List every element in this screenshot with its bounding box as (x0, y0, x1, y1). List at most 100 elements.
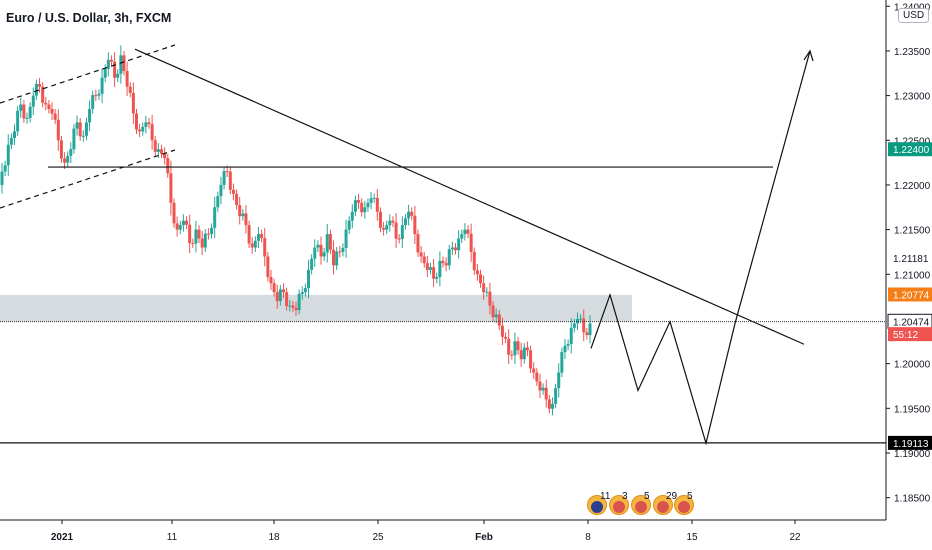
candle-31-b (197, 229, 201, 239)
candle-65 (407, 211, 411, 219)
candle-35 (219, 184, 223, 197)
candle-82-b (516, 341, 520, 351)
candle-87 (544, 387, 548, 400)
candle-78 (488, 291, 492, 306)
candle-33-b (210, 227, 214, 235)
currency-button[interactable]: USD (898, 8, 930, 23)
candle-75-b (472, 251, 476, 271)
candle-36 (225, 171, 229, 173)
candle-2 (13, 131, 17, 139)
candle-28 (175, 223, 179, 230)
price-badge-label-4: 55:12 (893, 330, 918, 341)
price-badge-label-1: 1.21181 (893, 254, 929, 265)
event-marker-label-2: 5 (644, 491, 650, 502)
candle-48 (300, 292, 304, 294)
event-marker-flag-4 (678, 501, 690, 513)
candle-14 (88, 109, 92, 123)
candle-61 (382, 227, 386, 230)
candle-88-b (554, 388, 558, 404)
candle-19-b (122, 55, 126, 72)
candle-36-b (228, 171, 232, 190)
candle-53 (332, 249, 336, 266)
candle-56-b (353, 200, 357, 212)
candle-37-b (235, 193, 239, 206)
candle-6 (38, 83, 42, 87)
candle-79 (494, 314, 498, 318)
candle-1-b (9, 138, 13, 145)
candle-52 (325, 234, 329, 253)
candle-9-b (59, 140, 63, 159)
candle-21-b (134, 113, 138, 130)
candle-58-b (366, 202, 370, 208)
candle-69 (432, 267, 436, 279)
candle-63-b (397, 238, 401, 240)
support-zone-layer (0, 294, 632, 322)
event-marker-flag-1 (613, 501, 625, 513)
candle-89-b (560, 352, 564, 373)
candle-39 (244, 213, 248, 226)
candle-14-b (91, 95, 95, 110)
candle-93-b (585, 332, 589, 336)
candle-94 (588, 323, 592, 336)
projection-path (590, 50, 811, 446)
candle-23 (144, 122, 148, 127)
candle-69-b (435, 276, 439, 279)
candle-91-b (572, 323, 576, 328)
candle-11-b (72, 128, 76, 150)
candle-57-b (360, 202, 364, 213)
x-tick-label-0: 2021 (51, 532, 74, 543)
candle-12-b (78, 122, 82, 137)
candle-42-b (266, 256, 270, 277)
candle-16 (100, 77, 104, 94)
candle-47 (294, 307, 298, 311)
candle-23-b (147, 122, 151, 125)
price-badge-label-2: 1.20774 (893, 290, 930, 301)
candle-58 (363, 207, 367, 213)
candle-47-b (297, 293, 301, 311)
candlestick-series (0, 45, 592, 416)
y-tick-label-5: 1.21500 (894, 226, 931, 237)
candle-7 (44, 102, 48, 105)
candle-66-b (416, 234, 420, 253)
candle-84 (525, 347, 529, 351)
event-marker-label-1: 3 (622, 491, 628, 502)
candle-29 (181, 220, 185, 226)
y-tick-label-1: 1.19000 (894, 449, 931, 460)
candle-82 (513, 341, 517, 356)
candle-43-b (272, 283, 276, 293)
candle-30 (188, 224, 192, 244)
candle-76-b (479, 274, 483, 284)
candle-30-b (191, 243, 195, 245)
candle-89 (557, 372, 561, 389)
candle-92-b (579, 318, 583, 320)
candle-18-b (116, 73, 120, 78)
symbol-title: Euro / U.S. Dollar, 3h, FXCM (6, 11, 172, 25)
channel-upper-line (0, 44, 176, 104)
candle-93 (582, 318, 586, 333)
candle-88 (550, 403, 554, 409)
candle-66 (413, 215, 417, 235)
candle-53-b (335, 251, 339, 266)
candle-56 (350, 211, 354, 221)
candle-85-b (535, 372, 539, 382)
candle-18 (113, 61, 117, 78)
x-tick-label-7: 22 (789, 532, 801, 543)
candle-17 (106, 59, 110, 69)
candle-13-b (84, 122, 88, 136)
candle-55 (344, 229, 348, 248)
candle-91 (569, 327, 573, 344)
y-tick-label-8: 1.23000 (894, 92, 931, 103)
candle-64 (400, 225, 404, 240)
candle-31 (194, 229, 198, 244)
candle-13 (81, 135, 85, 137)
candle-52-b (328, 234, 332, 250)
candle-74-b (466, 229, 470, 234)
candle-0 (0, 171, 4, 185)
candle-62-b (391, 220, 395, 223)
candle-78-b (491, 305, 495, 318)
y-tick-label-4: 1.21000 (894, 270, 931, 281)
x-tick-label-4: Feb (475, 532, 493, 543)
candle-90 (563, 345, 567, 353)
candle-35-b (222, 171, 226, 185)
